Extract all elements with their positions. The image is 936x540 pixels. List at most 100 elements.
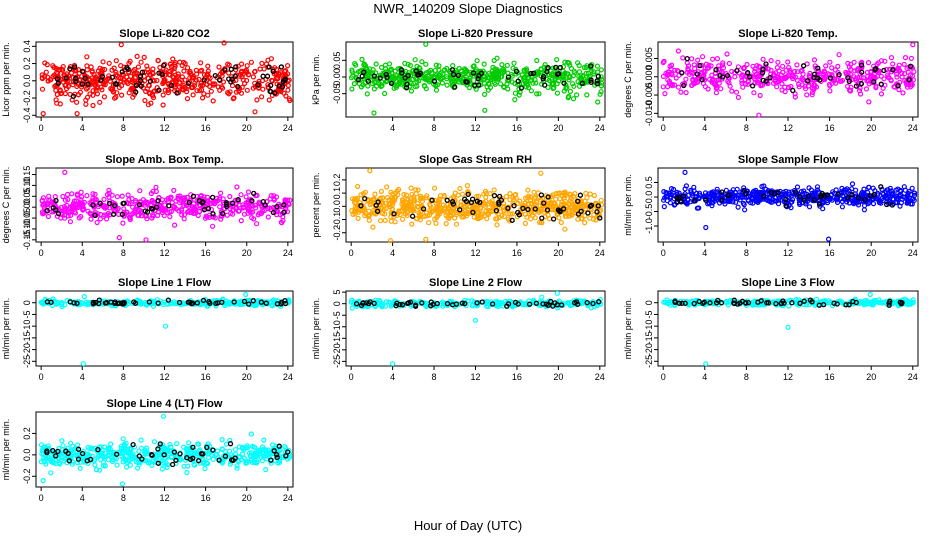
data-point <box>64 191 71 198</box>
highlight-point <box>97 200 103 206</box>
data-point <box>167 72 173 78</box>
data-point <box>703 194 709 200</box>
highlight-point <box>213 300 219 307</box>
data-point <box>78 189 84 195</box>
data-point <box>87 210 93 216</box>
data-point <box>533 199 540 205</box>
data-point <box>382 62 389 68</box>
highlight-point <box>476 82 482 88</box>
data-point <box>573 204 579 210</box>
data-point <box>525 75 531 81</box>
data-point <box>890 196 896 202</box>
data-point <box>223 298 229 304</box>
data-point <box>436 63 442 69</box>
data-point <box>208 207 215 213</box>
highlight-point <box>881 67 887 74</box>
data-point <box>356 209 362 215</box>
x-tick-label: 24 <box>595 372 605 382</box>
data-point <box>205 92 211 98</box>
data-point <box>487 208 493 214</box>
data-point <box>836 52 842 58</box>
data-point <box>733 199 739 205</box>
data-point <box>667 200 674 206</box>
data-point <box>436 209 443 215</box>
data-point <box>165 81 172 87</box>
data-point <box>51 64 57 71</box>
data-point <box>88 216 94 222</box>
data-point <box>591 71 597 77</box>
data-point <box>182 77 188 83</box>
data-point <box>714 186 720 192</box>
outlier-point <box>116 235 122 241</box>
data-point <box>576 69 583 75</box>
data-point <box>42 200 48 207</box>
highlight-point <box>818 192 825 199</box>
y-tick-label: -0.5 <box>644 204 654 220</box>
data-point <box>184 194 190 200</box>
data-point <box>231 95 237 101</box>
data-point <box>114 90 120 96</box>
data-point <box>480 77 487 83</box>
data-point <box>160 207 166 213</box>
data-point <box>667 190 673 197</box>
data-point <box>132 66 138 73</box>
data-point <box>84 54 90 60</box>
data-point <box>223 441 229 447</box>
data-point <box>745 81 751 87</box>
data-point <box>528 88 535 94</box>
highlight-point <box>815 65 821 71</box>
data-point <box>809 92 815 98</box>
data-point <box>794 184 801 190</box>
data-point <box>538 66 544 72</box>
y-tick-label: 0.000 <box>644 65 654 88</box>
data-point <box>689 56 695 62</box>
data-point <box>433 87 440 93</box>
highlight-point <box>595 203 601 209</box>
data-point <box>98 84 104 90</box>
highlight-point <box>496 199 502 205</box>
data-point <box>155 209 161 215</box>
data-point <box>282 197 288 203</box>
data-point <box>193 204 200 210</box>
highlight-point <box>594 78 600 84</box>
data-point <box>186 208 192 214</box>
data-point <box>566 213 573 219</box>
data-point <box>661 189 667 195</box>
highlight-point <box>588 79 594 85</box>
series-points <box>39 169 293 243</box>
data-point <box>566 93 572 100</box>
highlight-point <box>553 64 559 71</box>
chart-title: Slope Sample Flow <box>738 154 839 166</box>
outlier-point <box>387 238 394 244</box>
data-point <box>462 297 468 303</box>
highlight-point <box>845 194 851 201</box>
data-point <box>724 51 730 57</box>
highlight-point <box>790 87 796 94</box>
y-tick-label: 5 <box>332 290 342 295</box>
data-point <box>349 86 355 92</box>
data-point <box>132 75 138 81</box>
y-tick-label: -0.010 <box>644 101 654 127</box>
data-point <box>823 74 829 80</box>
data-point <box>236 202 242 208</box>
data-point <box>113 69 119 76</box>
data-point <box>685 63 692 69</box>
highlight-point <box>544 207 551 213</box>
data-point <box>235 208 242 214</box>
data-point <box>65 196 71 203</box>
highlight-point <box>149 206 156 212</box>
data-point <box>905 192 911 198</box>
data-point <box>127 58 133 65</box>
highlight-point <box>147 78 154 84</box>
data-point <box>54 301 60 307</box>
outlier-point <box>703 224 709 231</box>
data-point <box>126 69 132 76</box>
data-point <box>75 92 82 98</box>
data-point <box>487 84 494 91</box>
data-point <box>590 216 597 222</box>
data-point <box>58 90 64 97</box>
highlight-point <box>55 210 62 217</box>
